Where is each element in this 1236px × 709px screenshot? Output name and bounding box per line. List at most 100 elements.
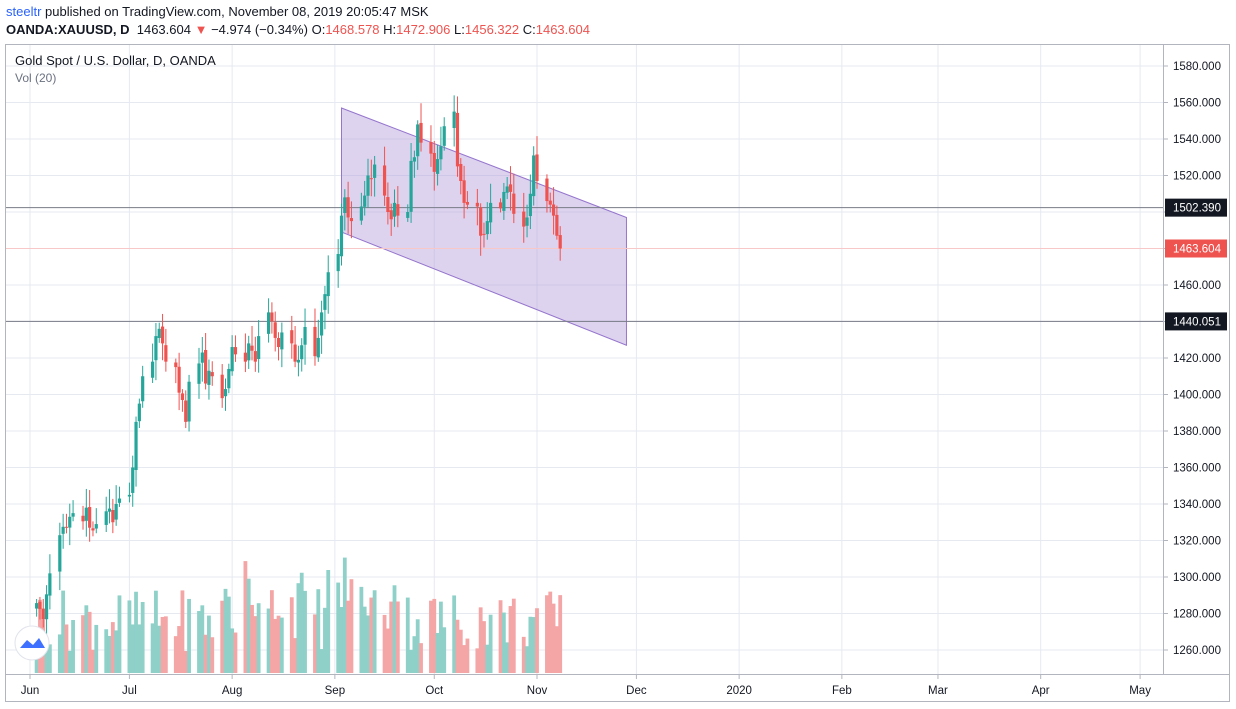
volume-bar: [452, 595, 457, 673]
candle-down: [548, 200, 552, 205]
y-tick-label: 1280.000: [1173, 609, 1221, 621]
volume-bar: [183, 650, 188, 673]
volume-bar: [173, 636, 178, 673]
price-axis[interactable]: 1580.0001560.0001540.0001520.0001500.000…: [1163, 61, 1221, 657]
volume-bar: [226, 596, 231, 673]
y-tick-label: 1420.000: [1173, 353, 1221, 365]
volume-bar: [266, 608, 271, 673]
candle-up: [141, 376, 145, 402]
x-tick-label: Aug: [222, 685, 242, 697]
volume-bar: [349, 579, 354, 673]
x-tick-label: May: [1129, 685, 1151, 697]
y-tick-label: 1460.000: [1173, 280, 1221, 292]
volume-bar: [395, 601, 400, 673]
candle-down: [386, 197, 390, 212]
candle-up: [489, 202, 493, 223]
volume-bar: [432, 598, 437, 673]
x-tick-label: Apr: [1032, 685, 1050, 697]
candle-down: [462, 180, 466, 203]
author-link[interactable]: steeltr: [6, 4, 42, 19]
volume-bar: [382, 614, 387, 673]
price-change: −4.974 (−0.34%): [211, 22, 308, 37]
candle-up: [343, 197, 347, 213]
candle-down: [204, 350, 208, 384]
x-tick-label: 2020: [726, 685, 752, 697]
candle-up: [114, 504, 118, 520]
candle-down: [276, 337, 281, 348]
volume-bar: [439, 601, 443, 673]
tradingview-logo[interactable]: [14, 625, 50, 661]
candle-up: [323, 294, 327, 310]
y-tick-label: 1520.000: [1173, 171, 1221, 183]
volume-bar: [442, 627, 447, 673]
open-label: O:: [311, 22, 326, 37]
volume-bar: [81, 615, 85, 673]
time-axis[interactable]: Jun Jul Aug Sep Oct Nov Dec 2020 Feb Mar Apr May: [21, 674, 1151, 697]
y-tick-label: 1560.000: [1173, 98, 1221, 110]
high-value: 1472.906: [396, 22, 451, 37]
candle-up: [359, 206, 363, 221]
volume-bar: [478, 607, 483, 673]
y-tick-label: 1580.000: [1173, 61, 1221, 73]
candle-down: [253, 351, 257, 362]
y-tick-label: 1400.000: [1173, 390, 1221, 402]
volume-bar: [372, 590, 377, 673]
candle-up: [151, 361, 155, 378]
candle-down: [465, 201, 470, 205]
x-tick-label: Mar: [928, 685, 948, 697]
volume-bar: [521, 636, 526, 673]
candle-up: [320, 312, 324, 336]
volume-bar: [511, 598, 516, 673]
candle-up: [303, 326, 307, 345]
volume-bar: [405, 597, 410, 673]
volume-bar: [154, 590, 158, 673]
candle-up: [296, 359, 301, 363]
candle-down: [535, 154, 539, 181]
candle-down: [346, 197, 350, 218]
open-value: 1468.578: [325, 22, 380, 37]
line-label-upper-bg: [1165, 198, 1227, 217]
candle-up: [502, 191, 506, 211]
horizontal-lines[interactable]: [6, 207, 1163, 322]
candle-up: [247, 343, 251, 361]
candle-up: [280, 332, 284, 350]
volume-bar: [465, 638, 470, 673]
candle-up: [230, 347, 234, 372]
volume-bar: [299, 572, 304, 673]
low-label: L:: [454, 22, 465, 37]
volume-bar: [498, 600, 503, 673]
volume-bar: [134, 591, 138, 673]
candle-up: [442, 126, 446, 146]
candle-up: [406, 212, 410, 218]
volume-bar: [71, 620, 75, 673]
candle-up: [61, 526, 65, 534]
candle-up: [107, 508, 112, 512]
candle-down: [555, 214, 559, 236]
candles: [35, 95, 562, 638]
volume-bar: [94, 624, 99, 673]
volume-bar: [458, 629, 463, 673]
candle-up: [409, 160, 413, 212]
volume-bar: [435, 632, 440, 673]
candle-down: [432, 152, 436, 172]
publish-info: published on TradingView.com, November 0…: [45, 4, 429, 19]
volume-bar: [160, 616, 165, 673]
x-tick-label: Jul: [122, 685, 137, 697]
candle-down: [41, 608, 45, 619]
candle-down: [250, 345, 254, 351]
candle-up: [392, 202, 397, 217]
quote-line: OANDA:XAUUSD, D 1463.604 ▼ −4.974 (−0.34…: [6, 22, 590, 37]
volume-bar: [535, 608, 539, 673]
close-label: C:: [522, 22, 536, 37]
volume-bar: [44, 648, 49, 673]
candle-down: [220, 374, 224, 399]
candle-up: [339, 215, 344, 257]
candle-down: [273, 322, 277, 338]
candle-up: [154, 336, 158, 361]
volume-bar: [289, 597, 294, 673]
candle-up: [157, 328, 161, 338]
line-label-lower: 1440.051: [1173, 316, 1221, 328]
y-tick-label: 1360.000: [1173, 463, 1221, 475]
candle-down: [475, 202, 479, 207]
